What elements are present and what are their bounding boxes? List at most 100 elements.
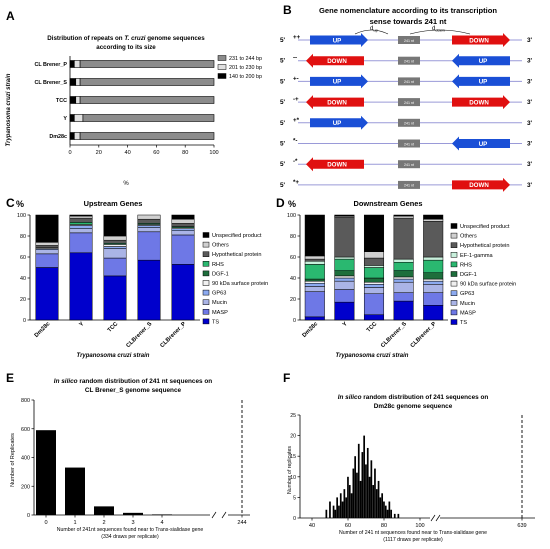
legend-swatch bbox=[202, 270, 210, 277]
category-label: Dm28c bbox=[49, 134, 67, 140]
x-tick-label: 20 bbox=[96, 150, 102, 156]
bar-segment bbox=[423, 256, 444, 261]
legend-swatch bbox=[450, 309, 458, 316]
histogram-bar bbox=[377, 480, 380, 518]
bar-segment bbox=[74, 132, 81, 140]
bar-segment bbox=[304, 264, 325, 280]
legend-label: GP63 bbox=[212, 291, 226, 297]
bar-segment bbox=[393, 215, 414, 219]
bar-segment bbox=[363, 267, 385, 279]
x-tick-label: 80 bbox=[182, 150, 188, 156]
y-tick-label: 10 bbox=[290, 475, 296, 481]
histogram-bar bbox=[350, 493, 353, 518]
y-tick-label: 800 bbox=[21, 398, 30, 404]
legend-swatch bbox=[202, 241, 210, 248]
center-241nt-label: 241 nt bbox=[404, 39, 414, 43]
bar-segment bbox=[137, 231, 161, 261]
bar-segment bbox=[304, 291, 325, 318]
center-241nt-box bbox=[398, 139, 420, 148]
three-prime-label: 3' bbox=[527, 37, 533, 44]
y-tick-label: 60 bbox=[20, 255, 26, 261]
histogram-bar bbox=[357, 443, 360, 518]
dup-bracket bbox=[354, 29, 389, 35]
bar-segment bbox=[69, 78, 77, 86]
panel-d: D % Downstream Genes 0 20 40 60 80 100 Dm28c Y T… bbox=[276, 196, 516, 359]
y-tick-label: 0 bbox=[27, 513, 30, 519]
category-label: TCC bbox=[366, 321, 379, 334]
bar-segment bbox=[393, 278, 414, 283]
category-label: CL Brener_P bbox=[34, 62, 67, 68]
legend-label: DGF-1 bbox=[212, 271, 229, 277]
bar-segment bbox=[304, 278, 325, 282]
legend-swatch bbox=[202, 251, 210, 257]
legend-label: TS bbox=[212, 319, 219, 325]
panel-e-title: In silico random distribution of 241 nt … bbox=[54, 378, 212, 385]
legend-label: DGF-1 bbox=[460, 272, 477, 278]
category-label: CLBrener_P bbox=[410, 321, 438, 349]
bar-segment bbox=[363, 251, 385, 259]
bar-segment bbox=[137, 218, 161, 224]
bar-segment bbox=[171, 223, 195, 227]
bar-segment bbox=[423, 218, 444, 222]
bar-segment bbox=[363, 277, 385, 283]
up-gene-arrow-label: UP bbox=[333, 120, 342, 127]
panel-letter-d: D bbox=[276, 196, 285, 210]
x-tick-label: 1 bbox=[73, 520, 76, 526]
center-241nt-box bbox=[398, 77, 420, 86]
bar-segment bbox=[304, 258, 325, 262]
nomenclature-code: -- bbox=[293, 55, 297, 62]
panel-a-title-line2: according to its size bbox=[96, 44, 156, 51]
bar-segment bbox=[69, 225, 93, 229]
histogram-bar bbox=[375, 489, 378, 518]
bar-segment bbox=[103, 257, 127, 277]
axis-break-mark bbox=[221, 511, 227, 519]
down-gene-arrow bbox=[306, 157, 364, 172]
legend-label: 90 kDa surface protein bbox=[212, 281, 268, 287]
y-tick-label: 80 bbox=[20, 234, 26, 240]
five-prime-label: 5' bbox=[280, 58, 286, 65]
bar-segment bbox=[69, 252, 93, 321]
center-241nt-box bbox=[398, 98, 420, 107]
up-gene-arrow-label: UP bbox=[479, 58, 488, 65]
panel-a-title: Distribution of repeats on T. cruzi geno… bbox=[47, 35, 205, 42]
nomenclature-code: ++ bbox=[293, 34, 301, 41]
center-241nt-label: 241 nt bbox=[404, 60, 414, 64]
histogram-bar bbox=[374, 468, 376, 518]
panel-letter-f: F bbox=[283, 371, 290, 385]
x-tick-label: 60 bbox=[345, 523, 351, 529]
panel-f-ylabel: Number of replicates bbox=[287, 446, 293, 494]
histogram-bar bbox=[390, 509, 393, 518]
bar-segment bbox=[304, 260, 325, 265]
bar-segment bbox=[363, 257, 385, 266]
bar-segment bbox=[103, 244, 127, 247]
bar-segment bbox=[423, 221, 444, 258]
histogram-bar bbox=[384, 505, 387, 518]
bar-segment bbox=[334, 216, 355, 258]
bar-segment bbox=[69, 228, 93, 234]
histogram-bar bbox=[94, 506, 114, 515]
legend-label: 201 to 230 bp bbox=[229, 65, 262, 71]
bar-segment bbox=[79, 60, 215, 68]
histogram-bar bbox=[325, 509, 328, 518]
histogram-bar bbox=[348, 485, 351, 518]
bar-segment bbox=[304, 316, 325, 321]
panel-letter-b: B bbox=[283, 3, 292, 17]
panel-b: B Gene nomenclature according to its tra… bbox=[280, 3, 533, 192]
bar-segment bbox=[334, 280, 355, 290]
y-tick-label: 60 bbox=[290, 255, 296, 261]
center-241nt-label: 241 nt bbox=[404, 101, 414, 105]
bar-segment bbox=[393, 270, 414, 278]
x-tick-label: 40 bbox=[124, 150, 130, 156]
down-gene-arrow bbox=[452, 33, 510, 47]
down-gene-arrow bbox=[452, 177, 510, 192]
x-tick-label: 4 bbox=[160, 520, 163, 526]
center-241nt-label: 241 nt bbox=[404, 80, 414, 84]
bar-segment bbox=[304, 283, 325, 287]
nomenclature-code: +- bbox=[293, 75, 299, 82]
panel-b-title: Gene nomenclature according to its trans… bbox=[319, 6, 497, 15]
bar-segment bbox=[334, 277, 355, 282]
up-gene-arrow-label: UP bbox=[479, 79, 488, 86]
category-label: Y bbox=[342, 321, 349, 328]
bar-segment bbox=[171, 234, 195, 265]
